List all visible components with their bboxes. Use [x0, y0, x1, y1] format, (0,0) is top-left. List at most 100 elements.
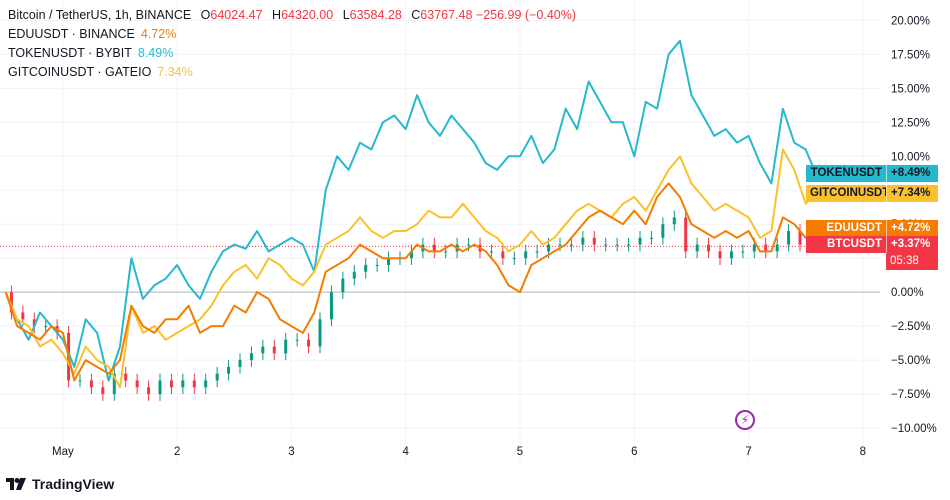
x-tick-label: 6 [631, 446, 637, 458]
chart-legend: Bitcoin / TetherUS, 1h, BINANCE O64024.4… [8, 6, 576, 82]
x-tick-label: 7 [745, 446, 751, 458]
btc-candle [569, 237, 573, 252]
btc-candle [581, 231, 585, 252]
y-tick-label: 0.00% [891, 287, 924, 299]
y-tick-label: 15.00% [891, 83, 930, 95]
btc-candle [147, 380, 151, 401]
change-value: −256.99 (−0.40%) [475, 8, 576, 22]
x-tick-label: 4 [403, 446, 410, 458]
btc-candle [32, 312, 36, 333]
tradingview-logo[interactable]: TradingView [6, 476, 114, 492]
btc-candle [329, 285, 333, 327]
close-label: C63767.48 [411, 8, 473, 22]
y-tick-label: −10.00% [891, 423, 937, 435]
btc-candle [798, 224, 802, 252]
y-tick-label: 17.50% [891, 49, 930, 61]
price-tag-label: BTCUSDT [806, 236, 886, 254]
btc-candle [192, 373, 196, 395]
btc-candle [135, 373, 139, 395]
series-line-eduusdt [4, 182, 818, 382]
low-value: 63584.28 [349, 8, 402, 22]
tradingview-logo-text: TradingView [32, 476, 115, 492]
x-axis[interactable]: May 2 3 4 5 6 7 8 [52, 446, 866, 458]
btc-candle [364, 258, 368, 279]
y-tick-label: 10.00% [891, 151, 930, 163]
high-label: H64320.00 [272, 8, 334, 22]
price-tag-label: TOKENUSDT [806, 164, 886, 182]
legend-value: 4.72% [140, 27, 177, 41]
btc-candle [284, 332, 288, 361]
flash-icon[interactable]: ⚡ [735, 410, 755, 430]
high-value: 64320.00 [281, 8, 334, 22]
btc-candle [341, 271, 345, 299]
open-label: O64024.47 [200, 8, 263, 22]
btc-candle [695, 237, 699, 259]
btc-candle [158, 373, 162, 401]
btc-candle [124, 366, 128, 388]
btc-candle [318, 312, 322, 354]
series-line-gitcoinusdt [4, 148, 818, 389]
btc-candle [261, 339, 265, 361]
legend-row-tokenusdt[interactable]: TOKENUSDT · BYBIT 8.49% [8, 44, 576, 63]
btc-candle [501, 244, 505, 265]
btc-candle [432, 237, 436, 259]
btc-candle [78, 373, 82, 388]
main-series-legend[interactable]: Bitcoin / TetherUS, 1h, BINANCE O64024.4… [8, 6, 576, 25]
series-layer [4, 39, 819, 401]
legend-name: EDUUSDT · BINANCE [8, 27, 135, 41]
btc-candle [741, 244, 745, 259]
grid [0, 0, 880, 462]
legend-row-eduusdt[interactable]: EDUUSDT · BINANCE 4.72% [8, 25, 576, 44]
btc-candle [387, 251, 391, 272]
y-tick-label: −5.00% [891, 355, 930, 367]
price-tag-value: +8.49% [886, 164, 938, 182]
x-tick-label: 2 [174, 446, 180, 458]
btc-candle [787, 224, 791, 252]
btc-candle [295, 332, 299, 347]
x-tick-label: 8 [860, 446, 866, 458]
btc-candle [215, 366, 219, 388]
legend-value: 7.34% [157, 65, 193, 79]
y-tick-label: −7.50% [891, 389, 930, 401]
legend-name: TOKENUSDT · BYBIT [8, 46, 132, 60]
bar-countdown: 05:38 [886, 253, 938, 271]
btc-candle [775, 237, 779, 259]
price-tag-label: EDUUSDT [806, 220, 886, 237]
price-tag-label: GITCOINUSDT [806, 184, 889, 202]
price-tag-value: +7.34% [886, 184, 938, 202]
btc-candle [524, 244, 528, 265]
btc-candle [592, 231, 596, 252]
btc-candle [409, 244, 413, 265]
btc-candle [627, 237, 631, 252]
legend-row-gitcoinusdt[interactable]: GITCOINUSDT · GATEIO 7.34% [8, 63, 576, 82]
btc-candle [204, 373, 208, 395]
btc-candle [101, 380, 105, 401]
x-tick-label: May [52, 446, 74, 458]
btc-candle [604, 237, 608, 252]
main-series-title: Bitcoin / TetherUS, 1h, BINANCE [8, 8, 192, 22]
btc-candle [89, 373, 93, 395]
btc-candle [684, 210, 688, 259]
btc-candle [615, 237, 619, 252]
btc-candle [352, 264, 356, 286]
btc-candle [181, 373, 185, 395]
btc-candle [489, 244, 493, 259]
btc-candle [661, 217, 665, 245]
btc-candle [649, 231, 653, 245]
btc-candle [249, 346, 253, 367]
btc-candle [764, 237, 768, 259]
btc-candle [112, 366, 116, 401]
y-tick-label: 12.50% [891, 117, 930, 129]
btc-candle [535, 244, 539, 259]
open-value: 64024.47 [210, 8, 263, 22]
y-tick-label: −2.50% [891, 321, 930, 333]
btc-candle [9, 285, 13, 320]
btc-candle [169, 373, 173, 395]
legend-value: 8.49% [137, 46, 174, 60]
legend-name: GITCOINUSDT · GATEIO [8, 65, 152, 79]
btc-candle [307, 332, 311, 354]
btc-candle [672, 210, 676, 231]
y-tick-label: 20.00% [891, 15, 930, 27]
tradingview-logo-icon [6, 478, 26, 490]
